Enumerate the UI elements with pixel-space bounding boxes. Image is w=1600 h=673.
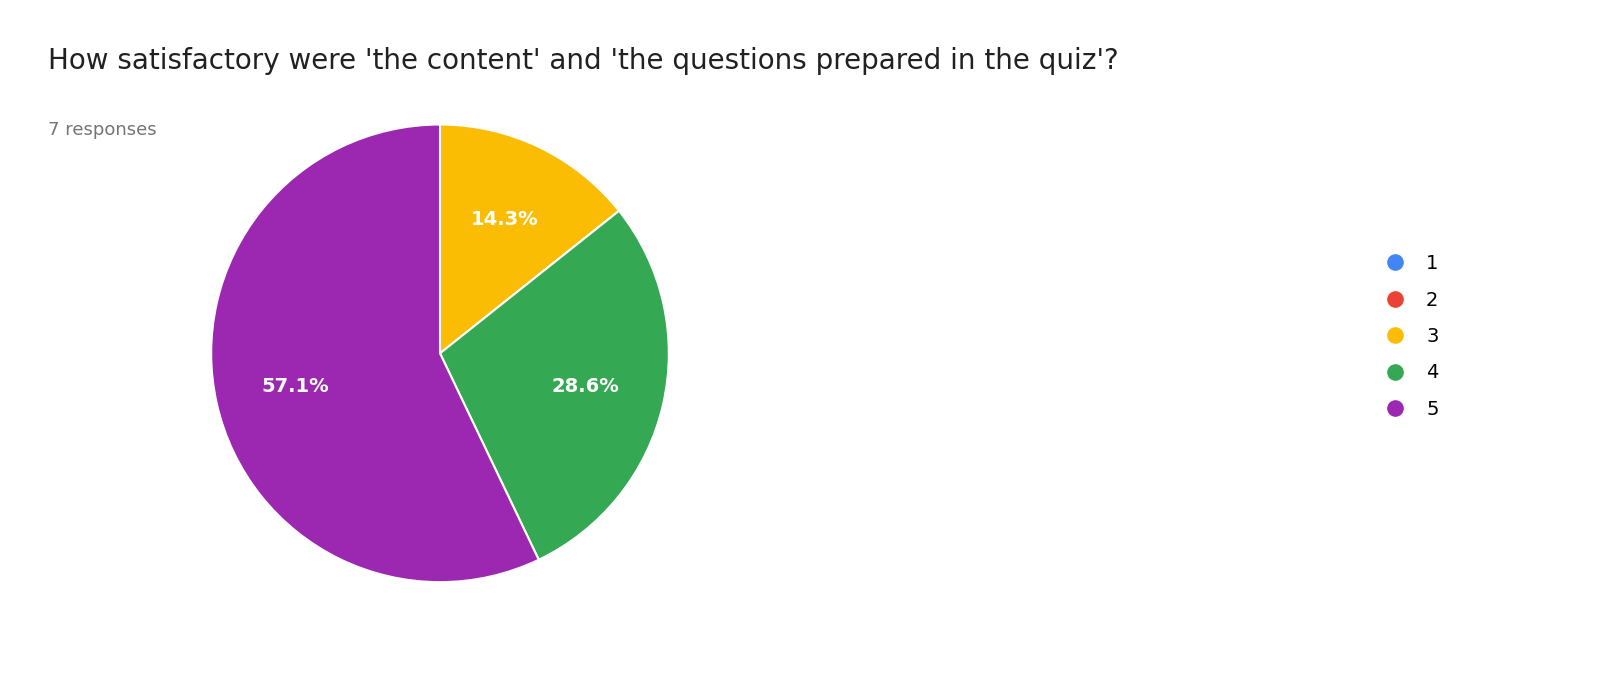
Text: 28.6%: 28.6% [550,377,619,396]
Text: 57.1%: 57.1% [261,377,328,396]
Wedge shape [211,125,539,582]
Text: 14.3%: 14.3% [470,210,539,229]
Text: 7 responses: 7 responses [48,121,157,139]
Wedge shape [440,211,669,560]
Text: How satisfactory were 'the content' and 'the questions prepared in the quiz'?: How satisfactory were 'the content' and … [48,47,1118,75]
Legend: 1, 2, 3, 4, 5: 1, 2, 3, 4, 5 [1368,246,1446,427]
Wedge shape [440,125,619,353]
